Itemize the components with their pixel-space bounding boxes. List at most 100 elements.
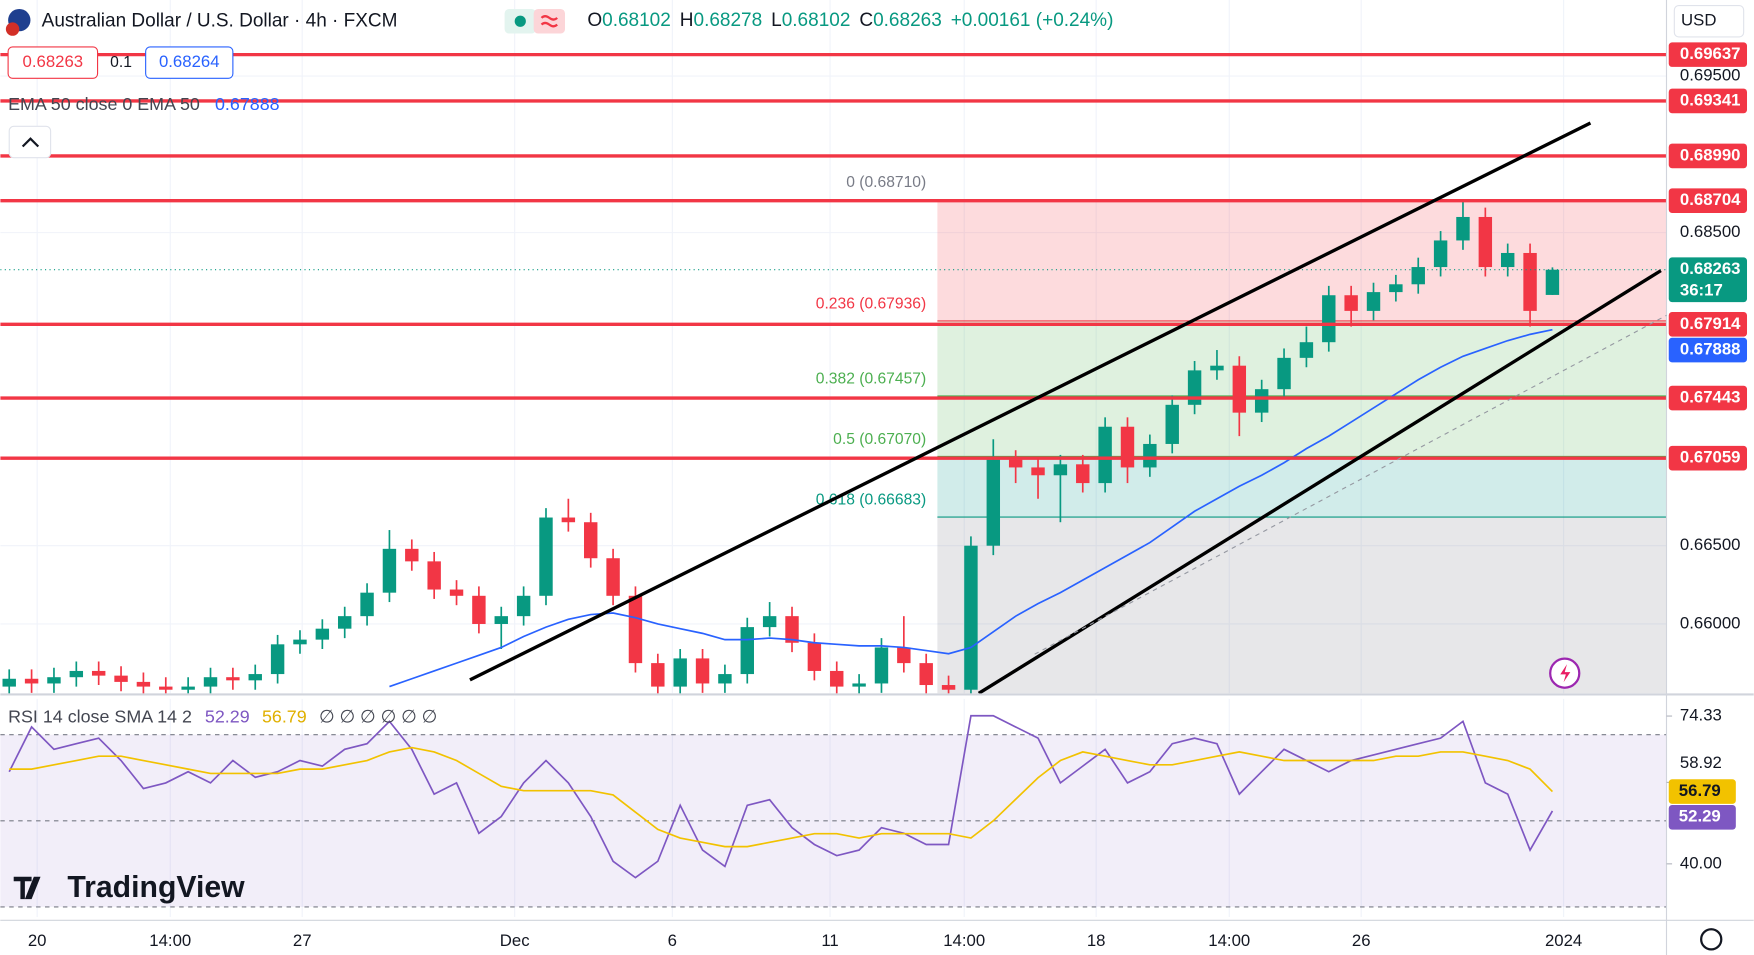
y-tick-label: 0.66500 — [1680, 535, 1741, 554]
sell-box[interactable] — [7, 46, 99, 79]
candle-body — [628, 595, 643, 664]
candle-body — [293, 639, 307, 645]
candle-body — [1500, 252, 1515, 268]
fib-zone — [937, 320, 1667, 396]
price-pane: 0 (0.68710) 0.236 (0.67936) 0.382 (0.67457… — [0, 0, 1667, 694]
candle-body — [159, 686, 173, 690]
chevron-icon — [21, 137, 40, 148]
candle-body — [2, 678, 16, 687]
fib-zone — [937, 517, 1667, 694]
collapse-button[interactable] — [8, 125, 52, 159]
candle-body — [718, 674, 732, 684]
status-dot — [514, 15, 526, 27]
wave-icon — [540, 15, 558, 28]
ema-legend-value: 0.67888 — [215, 94, 280, 114]
channel-upper — [469, 121, 1592, 682]
x-tick-label: 18 — [1087, 931, 1106, 950]
candle-body — [315, 628, 330, 640]
ohlc-label: O — [587, 10, 602, 31]
candle-body — [47, 677, 61, 684]
wave-toggle[interactable] — [533, 8, 566, 34]
candle-body — [1322, 295, 1336, 343]
rsi-tick-label: 40.00 — [1680, 853, 1722, 872]
candle-body — [606, 558, 620, 596]
ohlc-value: 0.68263 — [873, 10, 942, 31]
candle-body — [897, 647, 911, 664]
flag-icon-2 — [5, 22, 20, 36]
candle-body — [69, 670, 84, 678]
fib-zone — [937, 456, 1667, 518]
level-tag-text: 0.67443 — [1680, 388, 1741, 407]
currency-button[interactable] — [1673, 5, 1745, 38]
candle-body — [1433, 240, 1448, 268]
rsi-tag-text: 56.79 — [1679, 781, 1721, 800]
level-tag — [1668, 312, 1748, 337]
candle-body — [270, 644, 285, 675]
candle-body — [1008, 459, 1023, 468]
candle-body — [673, 658, 687, 687]
level-tag-text: 0.67059 — [1680, 448, 1741, 467]
candle-body — [651, 663, 665, 687]
fib-label: 0 (0.68710) — [846, 174, 926, 191]
x-tick-label: 11 — [821, 931, 838, 950]
rsi-legend-value: 52.29 — [205, 707, 250, 727]
change: +0.00161 (+0.24%) — [951, 10, 1114, 31]
candle-body — [1076, 464, 1090, 484]
candle-body — [91, 670, 106, 676]
spread: 0.1 — [110, 54, 132, 71]
last-price-tag — [1668, 257, 1748, 303]
candle-body — [941, 685, 956, 690]
last-price-tag-text: 0.68263 — [1680, 259, 1741, 278]
candle-body — [1344, 295, 1358, 311]
candle-body — [1187, 370, 1202, 405]
x-tick-label: Dec — [500, 931, 530, 950]
x-tick-label: 14:00 — [943, 931, 985, 950]
symbol-title: Australian Dollar / U.S. Dollar · 4h · F… — [42, 10, 398, 31]
candle-body — [1478, 216, 1493, 268]
fib-label: 0.236 (0.67936) — [816, 295, 926, 312]
ema-tag-text: 0.67888 — [1680, 340, 1741, 359]
candle-body — [1098, 426, 1112, 484]
rsi-tick-label: 74.33 — [1680, 705, 1722, 724]
candle-body — [1299, 342, 1314, 358]
level-tag-text: 0.68704 — [1680, 190, 1741, 209]
ohlc-label: H — [680, 10, 694, 31]
x-tick-label: 14:00 — [1208, 931, 1250, 950]
brand-logo — [13, 876, 41, 900]
candle-body — [1523, 252, 1537, 311]
candle-body — [1389, 284, 1403, 293]
candle-body — [203, 677, 218, 687]
buy-box[interactable] — [145, 46, 234, 79]
fib-label: 0.5 (0.67070) — [833, 431, 926, 448]
drawings — [469, 121, 1667, 694]
brand-name: TradingView — [67, 871, 245, 904]
ohlc: O0.68102 H0.68278 L0.68102 C0.68263 +0.00161… — [587, 10, 1113, 31]
candle-body — [561, 517, 576, 523]
candle-body — [24, 678, 39, 684]
candle-body — [762, 616, 777, 628]
fib-zone — [937, 199, 1667, 321]
last-price-tag-text: 36:17 — [1680, 280, 1723, 299]
candle-body — [181, 686, 195, 690]
candle-body — [1366, 292, 1381, 311]
x-tick-label: 26 — [1352, 931, 1371, 950]
candle-body — [695, 658, 710, 684]
rsi-line — [8, 714, 1554, 879]
candle-body — [1120, 426, 1135, 468]
candle-body — [1210, 365, 1224, 371]
candle-body — [584, 522, 598, 559]
lightning-bolt — [1560, 664, 1571, 683]
level-tag-text: 0.67914 — [1680, 314, 1741, 333]
rsi-tag — [1668, 804, 1736, 830]
candle-body — [740, 627, 754, 675]
candle-body — [1411, 267, 1425, 285]
ohlc-label: L — [771, 10, 782, 31]
fib-zone — [937, 395, 1667, 457]
candle-body — [337, 616, 352, 629]
candle-body — [248, 674, 262, 681]
x-tick-label: 20 — [28, 931, 47, 950]
settings-icon[interactable] — [1700, 928, 1723, 951]
ohlc-value: 0.68278 — [694, 10, 763, 31]
candle-body — [449, 589, 464, 596]
sma-line — [9, 746, 1554, 848]
